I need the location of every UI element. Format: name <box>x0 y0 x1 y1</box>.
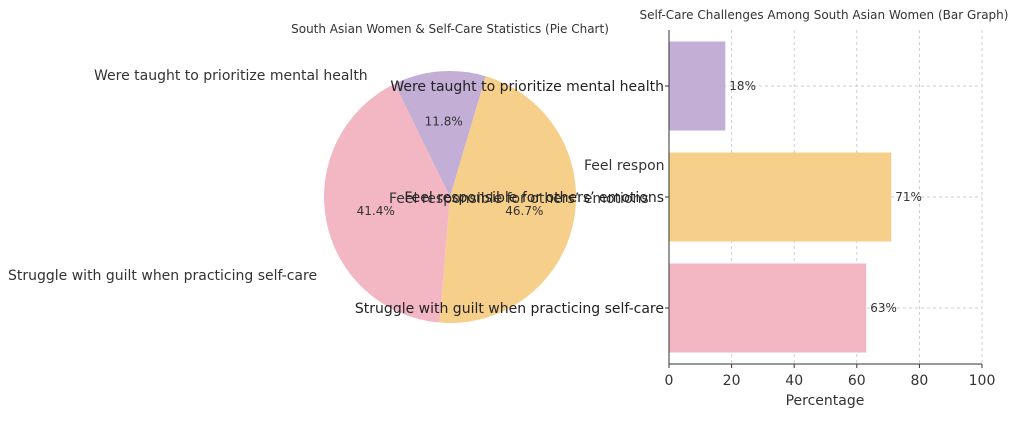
bar-stray-label: Feel respon <box>584 158 665 174</box>
pie-slice-label: Were taught to prioritize mental health <box>94 68 368 84</box>
bar-chart: Self-Care Challenges Among South Asian W… <box>355 8 1009 409</box>
pie-chart: South Asian Women & Self-Care Statistics… <box>8 22 649 323</box>
bar <box>669 41 726 131</box>
pie-slice-label: Struggle with guilt when practicing self… <box>8 268 317 284</box>
bar-x-tick-label: 80 <box>910 373 928 389</box>
pie-slice-pct-label: 41.4% <box>357 204 395 218</box>
bar <box>669 152 892 242</box>
pie-slice-pct-label: 11.8% <box>425 115 463 129</box>
pie-slice <box>394 70 486 197</box>
bar-category-label: Were taught to prioritize mental health <box>390 79 664 95</box>
bar-value-label: 63% <box>870 301 897 315</box>
pie-title: South Asian Women & Self-Care Statistics… <box>291 22 609 36</box>
bar-category-label: Feel responsible for others’ emotions <box>404 190 664 206</box>
pie-slice-label: Feel responsible for others’ emotions <box>389 191 649 207</box>
bar <box>669 263 867 353</box>
pie-slice <box>323 83 450 323</box>
pie-slice-pct-label: 46.7% <box>505 204 543 218</box>
bar-value-label: 18% <box>729 79 756 93</box>
bar-x-tick-label: 20 <box>723 373 741 389</box>
bar-x-tick-label: 60 <box>848 373 866 389</box>
bar-x-tick-label: 100 <box>969 373 996 389</box>
bar-title: Self-Care Challenges Among South Asian W… <box>640 8 1009 22</box>
bar-x-tick-label: 0 <box>665 373 674 389</box>
bar-category-label: Struggle with guilt when practicing self… <box>355 301 664 317</box>
bar-value-label: 71% <box>895 190 922 204</box>
pie-slice <box>439 76 576 323</box>
bar-x-tick-label: 40 <box>785 373 803 389</box>
bar-x-axis-label: Percentage <box>786 393 865 409</box>
